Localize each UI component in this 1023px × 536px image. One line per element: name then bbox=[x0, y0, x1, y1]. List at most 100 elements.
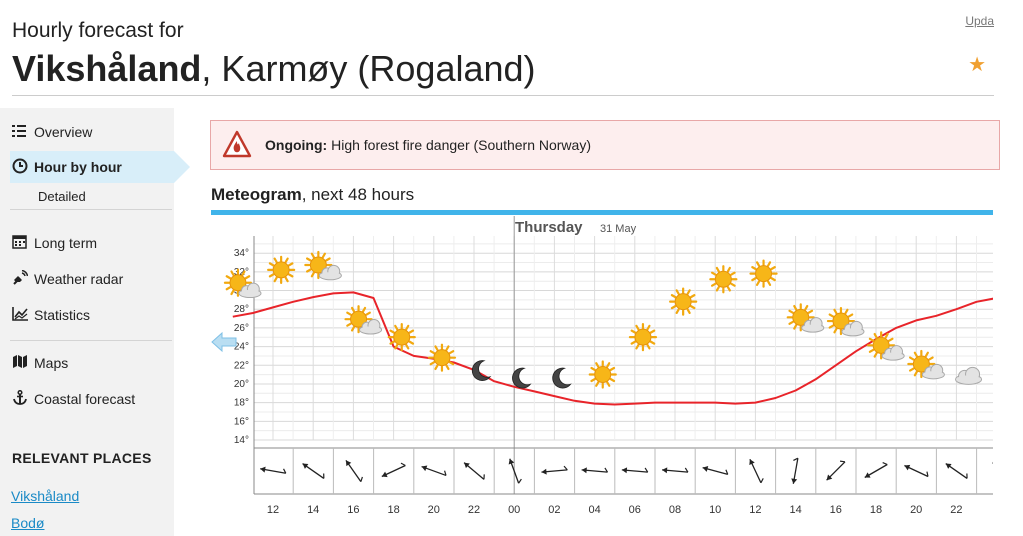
grid bbox=[253, 216, 993, 495]
sun-ray bbox=[350, 306, 356, 313]
sun-disc bbox=[350, 310, 368, 328]
sidebar-item-coastal-forecast[interactable]: Coastal forecast bbox=[12, 383, 135, 415]
relevant-place-link[interactable]: Bodø bbox=[11, 515, 45, 531]
wind-arrow-barb bbox=[483, 474, 485, 480]
sun-ray bbox=[804, 304, 809, 311]
cloud-fill bbox=[360, 326, 381, 334]
sidebar-item-label: Hour by hour bbox=[34, 159, 122, 175]
wind-arrow-barb bbox=[518, 478, 522, 484]
temperature-line bbox=[232, 291, 993, 406]
nav-active-arrow bbox=[174, 151, 190, 183]
anchor-icon bbox=[12, 389, 34, 409]
wind-arrow bbox=[945, 463, 968, 479]
cloud-fill bbox=[802, 324, 823, 332]
sun-ray bbox=[788, 309, 795, 314]
wind-arrow-head bbox=[992, 458, 993, 464]
sidebar-item-hour-by-hour[interactable]: Hour by hour bbox=[12, 151, 122, 183]
sidebar-item-weather-radar[interactable]: Weather radar bbox=[12, 263, 123, 295]
sun-ray bbox=[807, 309, 814, 314]
cloud-fill bbox=[320, 272, 341, 279]
updated-link[interactable]: Upda bbox=[965, 14, 994, 28]
sun-ray bbox=[284, 257, 289, 264]
sun-ray bbox=[649, 340, 656, 345]
sun-ray bbox=[689, 305, 696, 310]
sun-ray bbox=[686, 308, 691, 314]
day-header: Thursday 31 May bbox=[515, 219, 637, 236]
wind-arrow-barb bbox=[323, 473, 325, 479]
sun-ray bbox=[649, 329, 656, 334]
sun-ray bbox=[590, 377, 597, 383]
sidebar-item-overview[interactable]: Overview bbox=[12, 116, 92, 148]
radar-icon bbox=[12, 269, 34, 289]
sidebar-item-maps[interactable]: Maps bbox=[12, 347, 68, 379]
sun-ray bbox=[310, 252, 315, 259]
x-tick-label: 14 bbox=[789, 504, 801, 516]
sun-ray bbox=[770, 266, 776, 271]
sidebar: Overview Hour by hour Detailed Long term… bbox=[0, 108, 190, 536]
list-icon bbox=[12, 124, 34, 140]
chart-icon bbox=[12, 306, 34, 324]
sun-ray bbox=[284, 276, 289, 283]
sun-ray bbox=[755, 261, 761, 267]
wind-arrow-barb bbox=[283, 468, 287, 474]
sun-ray bbox=[434, 345, 439, 351]
sun-ray bbox=[445, 364, 450, 371]
wind-arrow-barb bbox=[400, 462, 406, 467]
y-tick-label: 28° bbox=[234, 304, 249, 315]
nav-active-highlight bbox=[10, 151, 174, 183]
sun-ray bbox=[726, 266, 731, 273]
relevant-places-heading: RELEVANT PLACES bbox=[12, 450, 152, 466]
x-tick-label: 18 bbox=[387, 504, 399, 516]
wind-arrow-head bbox=[662, 467, 668, 474]
sun-ray bbox=[793, 324, 798, 330]
sun-ray bbox=[675, 289, 680, 295]
wind-arrow bbox=[864, 461, 888, 479]
relevant-place-link[interactable]: Vikshåland bbox=[11, 488, 80, 504]
x-tick-label: 02 bbox=[548, 504, 560, 516]
sun-ray bbox=[346, 322, 352, 327]
partly-cloudy-sun-icon bbox=[223, 268, 262, 299]
wind-arrow-barb bbox=[760, 478, 764, 484]
wind-arrow bbox=[302, 463, 325, 479]
sun-ray bbox=[913, 370, 918, 377]
y-tick-label: 24° bbox=[234, 342, 249, 353]
sidebar-item-label: Maps bbox=[34, 355, 69, 371]
sun-ray bbox=[766, 261, 772, 267]
sidebar-item-detailed[interactable]: Detailed bbox=[38, 189, 86, 204]
sun-ray bbox=[726, 285, 731, 292]
sun-ray bbox=[268, 262, 275, 267]
sun-disc bbox=[309, 256, 327, 274]
warning-banner[interactable]: Ongoing: High forest fire danger (Southe… bbox=[210, 120, 1000, 170]
cloud-fill bbox=[239, 289, 261, 297]
x-tick-label: 06 bbox=[629, 504, 641, 516]
wind-arrow bbox=[260, 466, 287, 474]
sun-disc bbox=[272, 261, 290, 279]
sun-icon bbox=[267, 255, 296, 284]
sun-ray bbox=[710, 271, 717, 276]
wind-arrow bbox=[904, 464, 929, 478]
map-icon bbox=[12, 354, 34, 372]
place-region: , Karmøy (Rogaland) bbox=[201, 48, 536, 89]
star-icon[interactable]: ★ bbox=[968, 54, 986, 76]
scroll-back-arrow[interactable] bbox=[210, 331, 238, 353]
wind-row bbox=[260, 457, 993, 484]
forest-fire-warning-icon bbox=[222, 130, 252, 158]
sun-icon bbox=[749, 259, 778, 288]
wind-arrow-barb bbox=[793, 457, 799, 461]
sun-ray bbox=[715, 266, 720, 273]
meteogram-top-bar bbox=[211, 210, 993, 215]
sun-disc bbox=[792, 308, 810, 326]
wind-arrow-head bbox=[702, 466, 709, 472]
sidebar-item-statistics[interactable]: Statistics bbox=[12, 299, 90, 331]
x-tick-label: 20 bbox=[910, 504, 922, 516]
x-tick-label: 12 bbox=[749, 504, 761, 516]
x-tick-label: 10 bbox=[709, 504, 721, 516]
sun-icon bbox=[427, 343, 457, 372]
wind-arrow-barb bbox=[563, 465, 568, 471]
wind-arrow bbox=[826, 460, 846, 481]
page-header: Hourly forecast for Vikshåland, Karmøy (… bbox=[12, 14, 994, 96]
sidebar-item-long-term[interactable]: Long term bbox=[12, 227, 97, 259]
wind-arrow-head bbox=[621, 467, 628, 474]
sun-ray bbox=[686, 289, 691, 295]
sun-ray bbox=[689, 294, 696, 299]
